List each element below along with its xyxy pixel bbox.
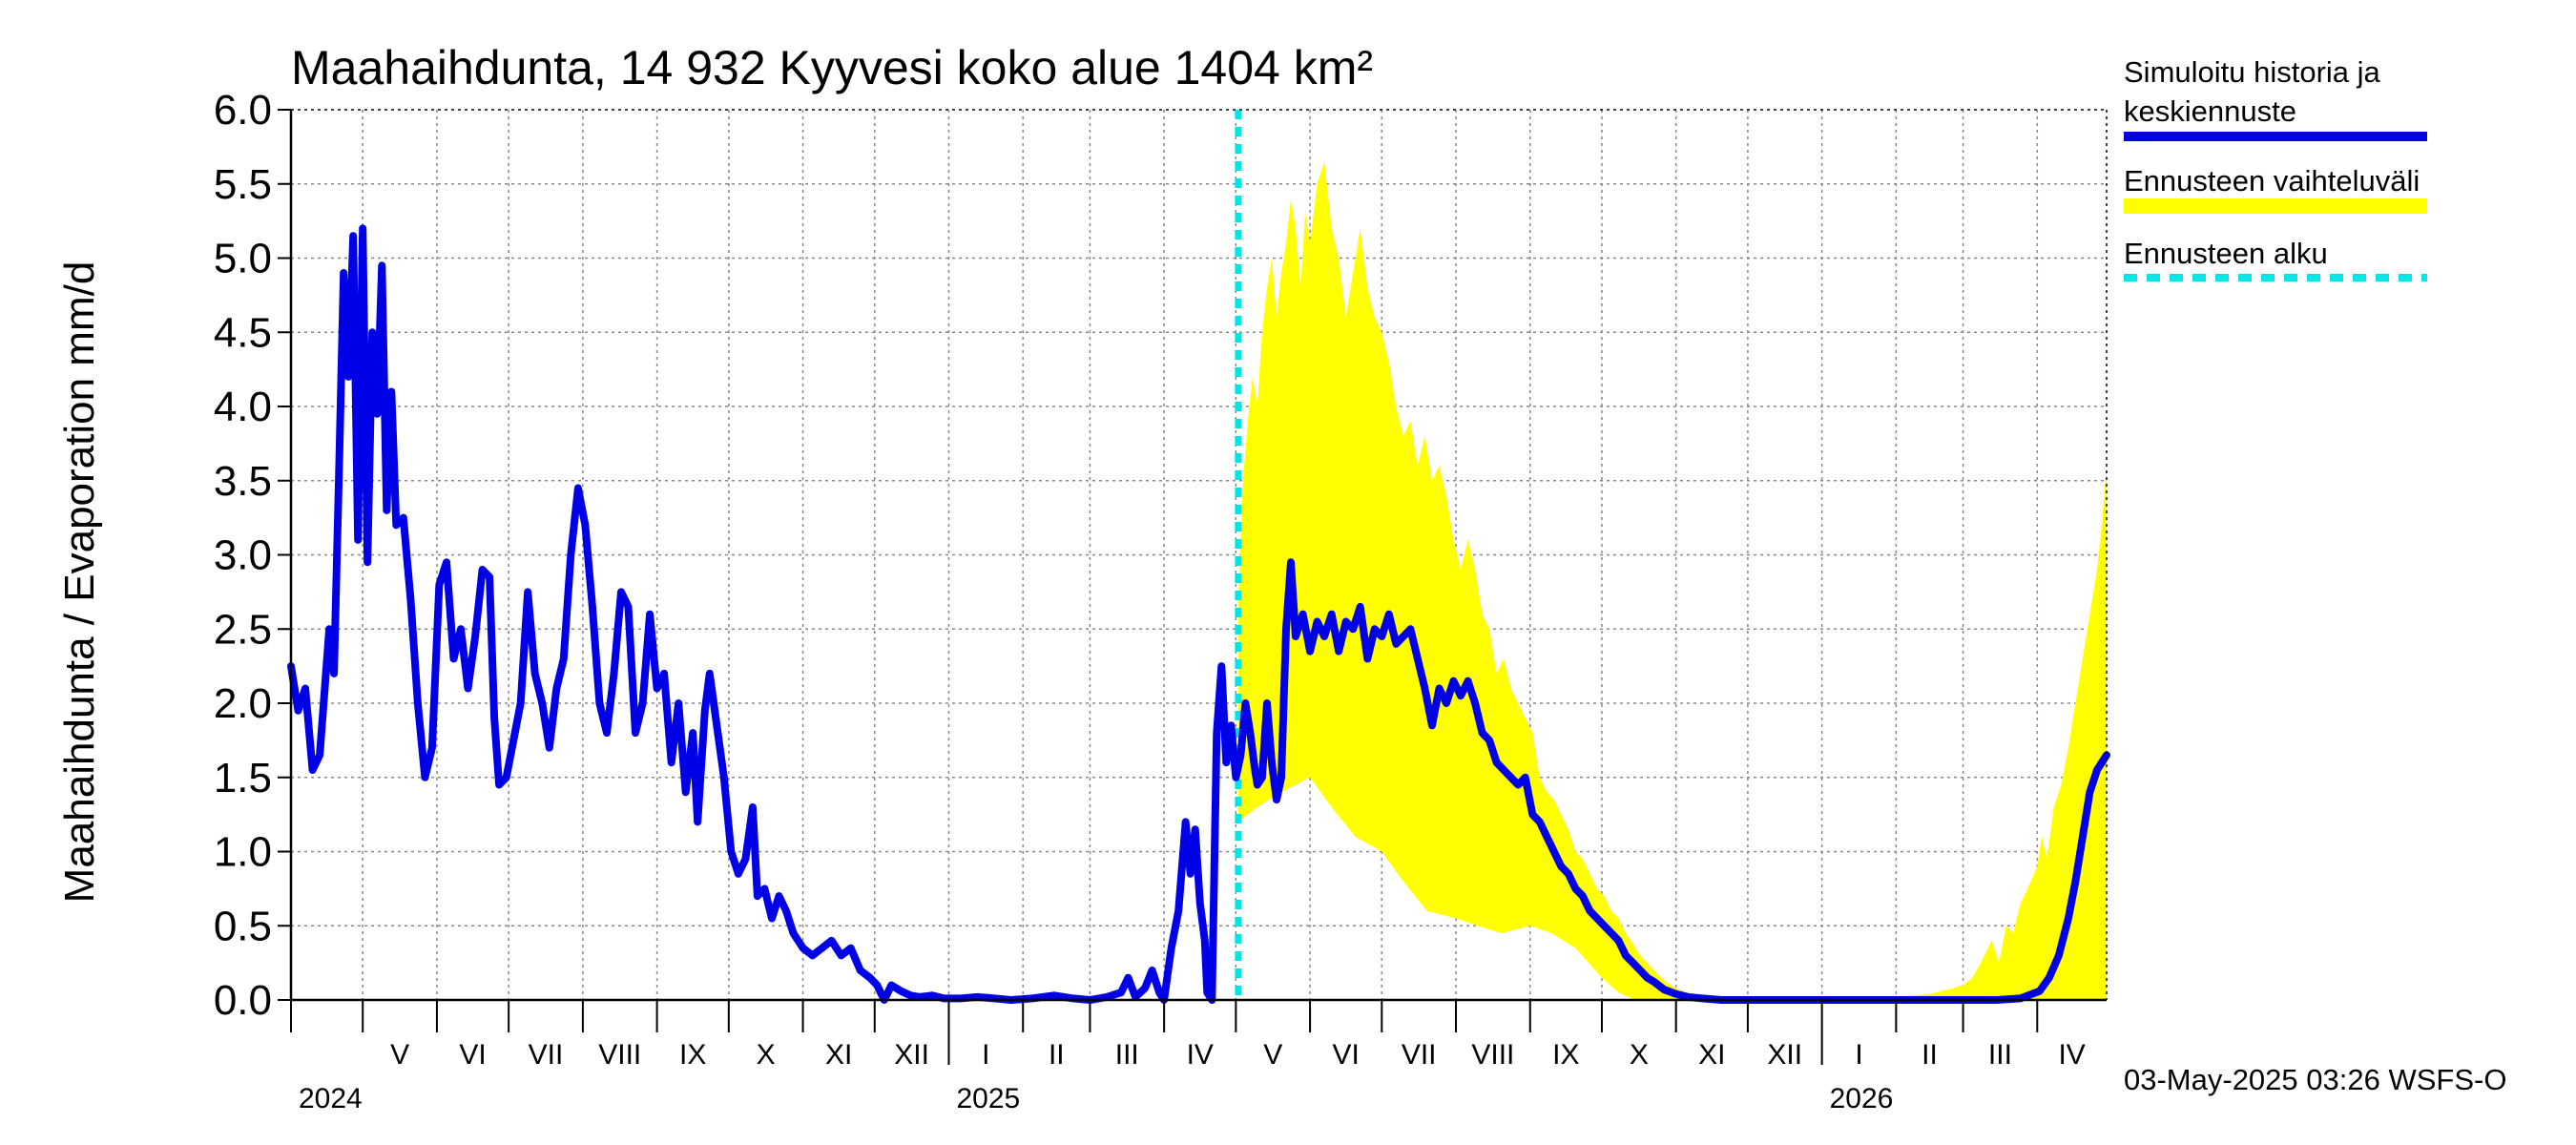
x-year-label: 2025 bbox=[956, 1083, 1020, 1114]
x-month-label: XI bbox=[1698, 1039, 1725, 1071]
x-month-label: X bbox=[1630, 1039, 1649, 1071]
y-tick-label: 0.0 bbox=[214, 977, 272, 1024]
x-month-label: X bbox=[757, 1039, 776, 1071]
x-month-label: I bbox=[1855, 1039, 1862, 1071]
x-month-label: VIII bbox=[598, 1039, 641, 1071]
y-tick-label: 3.0 bbox=[214, 532, 272, 579]
legend: Simuloitu historia ja keskiennuste Ennus… bbox=[2124, 55, 2427, 281]
y-tick-label: 2.5 bbox=[214, 606, 272, 653]
y-tick-label: 0.5 bbox=[214, 903, 272, 949]
axes: 0.0 0.5 1.0 1.5 2.0 2.5 3.0 3.5 4.0 4.5 5.0 5.5 6.0 V… bbox=[214, 87, 2108, 1114]
y-tick-label: 6.0 bbox=[214, 87, 272, 134]
x-year-label: 2026 bbox=[1830, 1083, 1894, 1114]
legend-label-range: Ennusteen vaihteluväli bbox=[2124, 164, 2420, 198]
x-month-label: II bbox=[1049, 1039, 1065, 1071]
legend-label-forecast-start: Ennusteen alku bbox=[2124, 237, 2328, 270]
x-month-label: IX bbox=[679, 1039, 706, 1071]
x-month-label: IV bbox=[1187, 1039, 1214, 1071]
x-month-label: II bbox=[1922, 1039, 1938, 1071]
x-month-label: III bbox=[1115, 1039, 1139, 1071]
x-month-label: V bbox=[390, 1039, 409, 1071]
plot-area bbox=[287, 110, 2110, 1004]
y-tick-label: 1.0 bbox=[214, 829, 272, 876]
x-month-label: IV bbox=[2058, 1039, 2085, 1071]
x-month-label: IX bbox=[1552, 1039, 1579, 1071]
series-line-history bbox=[287, 224, 2110, 1004]
x-month-label: XI bbox=[825, 1039, 852, 1071]
footer-timestamp: 03-May-2025 03:26 WSFS-O bbox=[2124, 1063, 2506, 1096]
x-month-label: VII bbox=[529, 1039, 564, 1071]
y-tick-label: 1.5 bbox=[214, 755, 272, 802]
x-month-label: XII bbox=[894, 1039, 929, 1071]
x-month-label: XII bbox=[1767, 1039, 1802, 1071]
legend-label-history-line1: Simuloitu historia ja bbox=[2124, 55, 2381, 89]
x-month-label: VI bbox=[1333, 1039, 1360, 1071]
x-month-label: VIII bbox=[1471, 1039, 1514, 1071]
forecast-range-band bbox=[1237, 161, 2107, 1000]
chart-title: Maahaihdunta, 14 932 Kyyvesi koko alue 1… bbox=[291, 41, 1373, 94]
y-axis-label: Maahaihdunta / Evaporation mm/d bbox=[56, 261, 103, 904]
legend-label-history-line2: keskiennuste bbox=[2124, 94, 2296, 128]
x-month-label: V bbox=[1263, 1039, 1282, 1071]
x-month-label: I bbox=[982, 1039, 989, 1071]
y-tick-label: 2.0 bbox=[214, 680, 272, 727]
y-tick-label: 4.0 bbox=[214, 384, 272, 430]
y-tick-label: 5.5 bbox=[214, 161, 272, 208]
x-month-label: VII bbox=[1402, 1039, 1437, 1071]
y-tick-label: 5.0 bbox=[214, 236, 272, 282]
x-year-label: 2024 bbox=[299, 1083, 363, 1114]
y-tick-label: 4.5 bbox=[214, 309, 272, 356]
x-month-label: III bbox=[1988, 1039, 2012, 1071]
x-month-label: VI bbox=[459, 1039, 486, 1071]
y-tick-label: 3.5 bbox=[214, 458, 272, 505]
